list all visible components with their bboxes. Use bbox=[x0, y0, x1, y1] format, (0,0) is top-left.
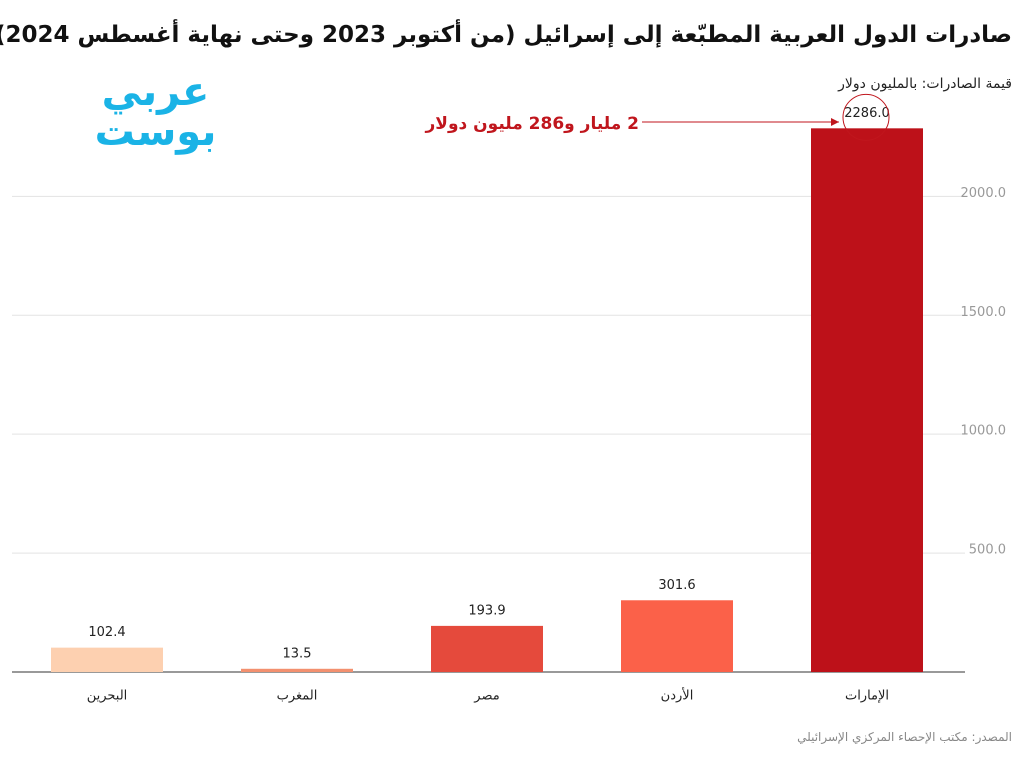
bar bbox=[621, 600, 733, 672]
y-tick-label: 500.0 bbox=[969, 543, 1006, 558]
bar bbox=[51, 647, 163, 672]
x-tick-label: المغرب bbox=[277, 689, 318, 704]
x-tick-label: البحرين bbox=[87, 689, 128, 704]
bar bbox=[241, 668, 353, 672]
x-tick-label: الأردن bbox=[661, 687, 694, 704]
source: المصدر: مكتب الإحصاء المركزي الإسرائيلي bbox=[797, 730, 1012, 744]
data-label: 102.4 bbox=[88, 625, 125, 640]
chart-subtitle: قيمة الصادرات: بالمليون دولار bbox=[838, 76, 1012, 92]
logo-line: عربي bbox=[101, 69, 210, 115]
x-tick-label: مصر bbox=[473, 689, 499, 704]
y-tick-label: 2000.0 bbox=[961, 186, 1007, 201]
bar bbox=[431, 625, 543, 672]
data-label: 301.6 bbox=[658, 578, 695, 593]
data-label: 13.5 bbox=[283, 646, 312, 661]
annotation: 2 مليار و286 مليون دولار bbox=[425, 114, 639, 134]
y-tick-label: 1500.0 bbox=[961, 305, 1007, 320]
data-label: 2286.0 bbox=[844, 106, 890, 121]
highlight-circle bbox=[842, 93, 890, 141]
logo-line: بوست bbox=[94, 109, 217, 155]
x-tick-label: الإمارات bbox=[845, 689, 889, 704]
bar bbox=[811, 128, 923, 672]
data-label: 193.9 bbox=[468, 603, 505, 618]
chart-title: صادرات الدول العربية المطبّعة إلى إسرائي… bbox=[0, 22, 1012, 48]
arrow-head bbox=[831, 118, 839, 126]
logo: عربي بوست bbox=[58, 72, 253, 152]
y-tick-label: 1000.0 bbox=[961, 424, 1007, 439]
